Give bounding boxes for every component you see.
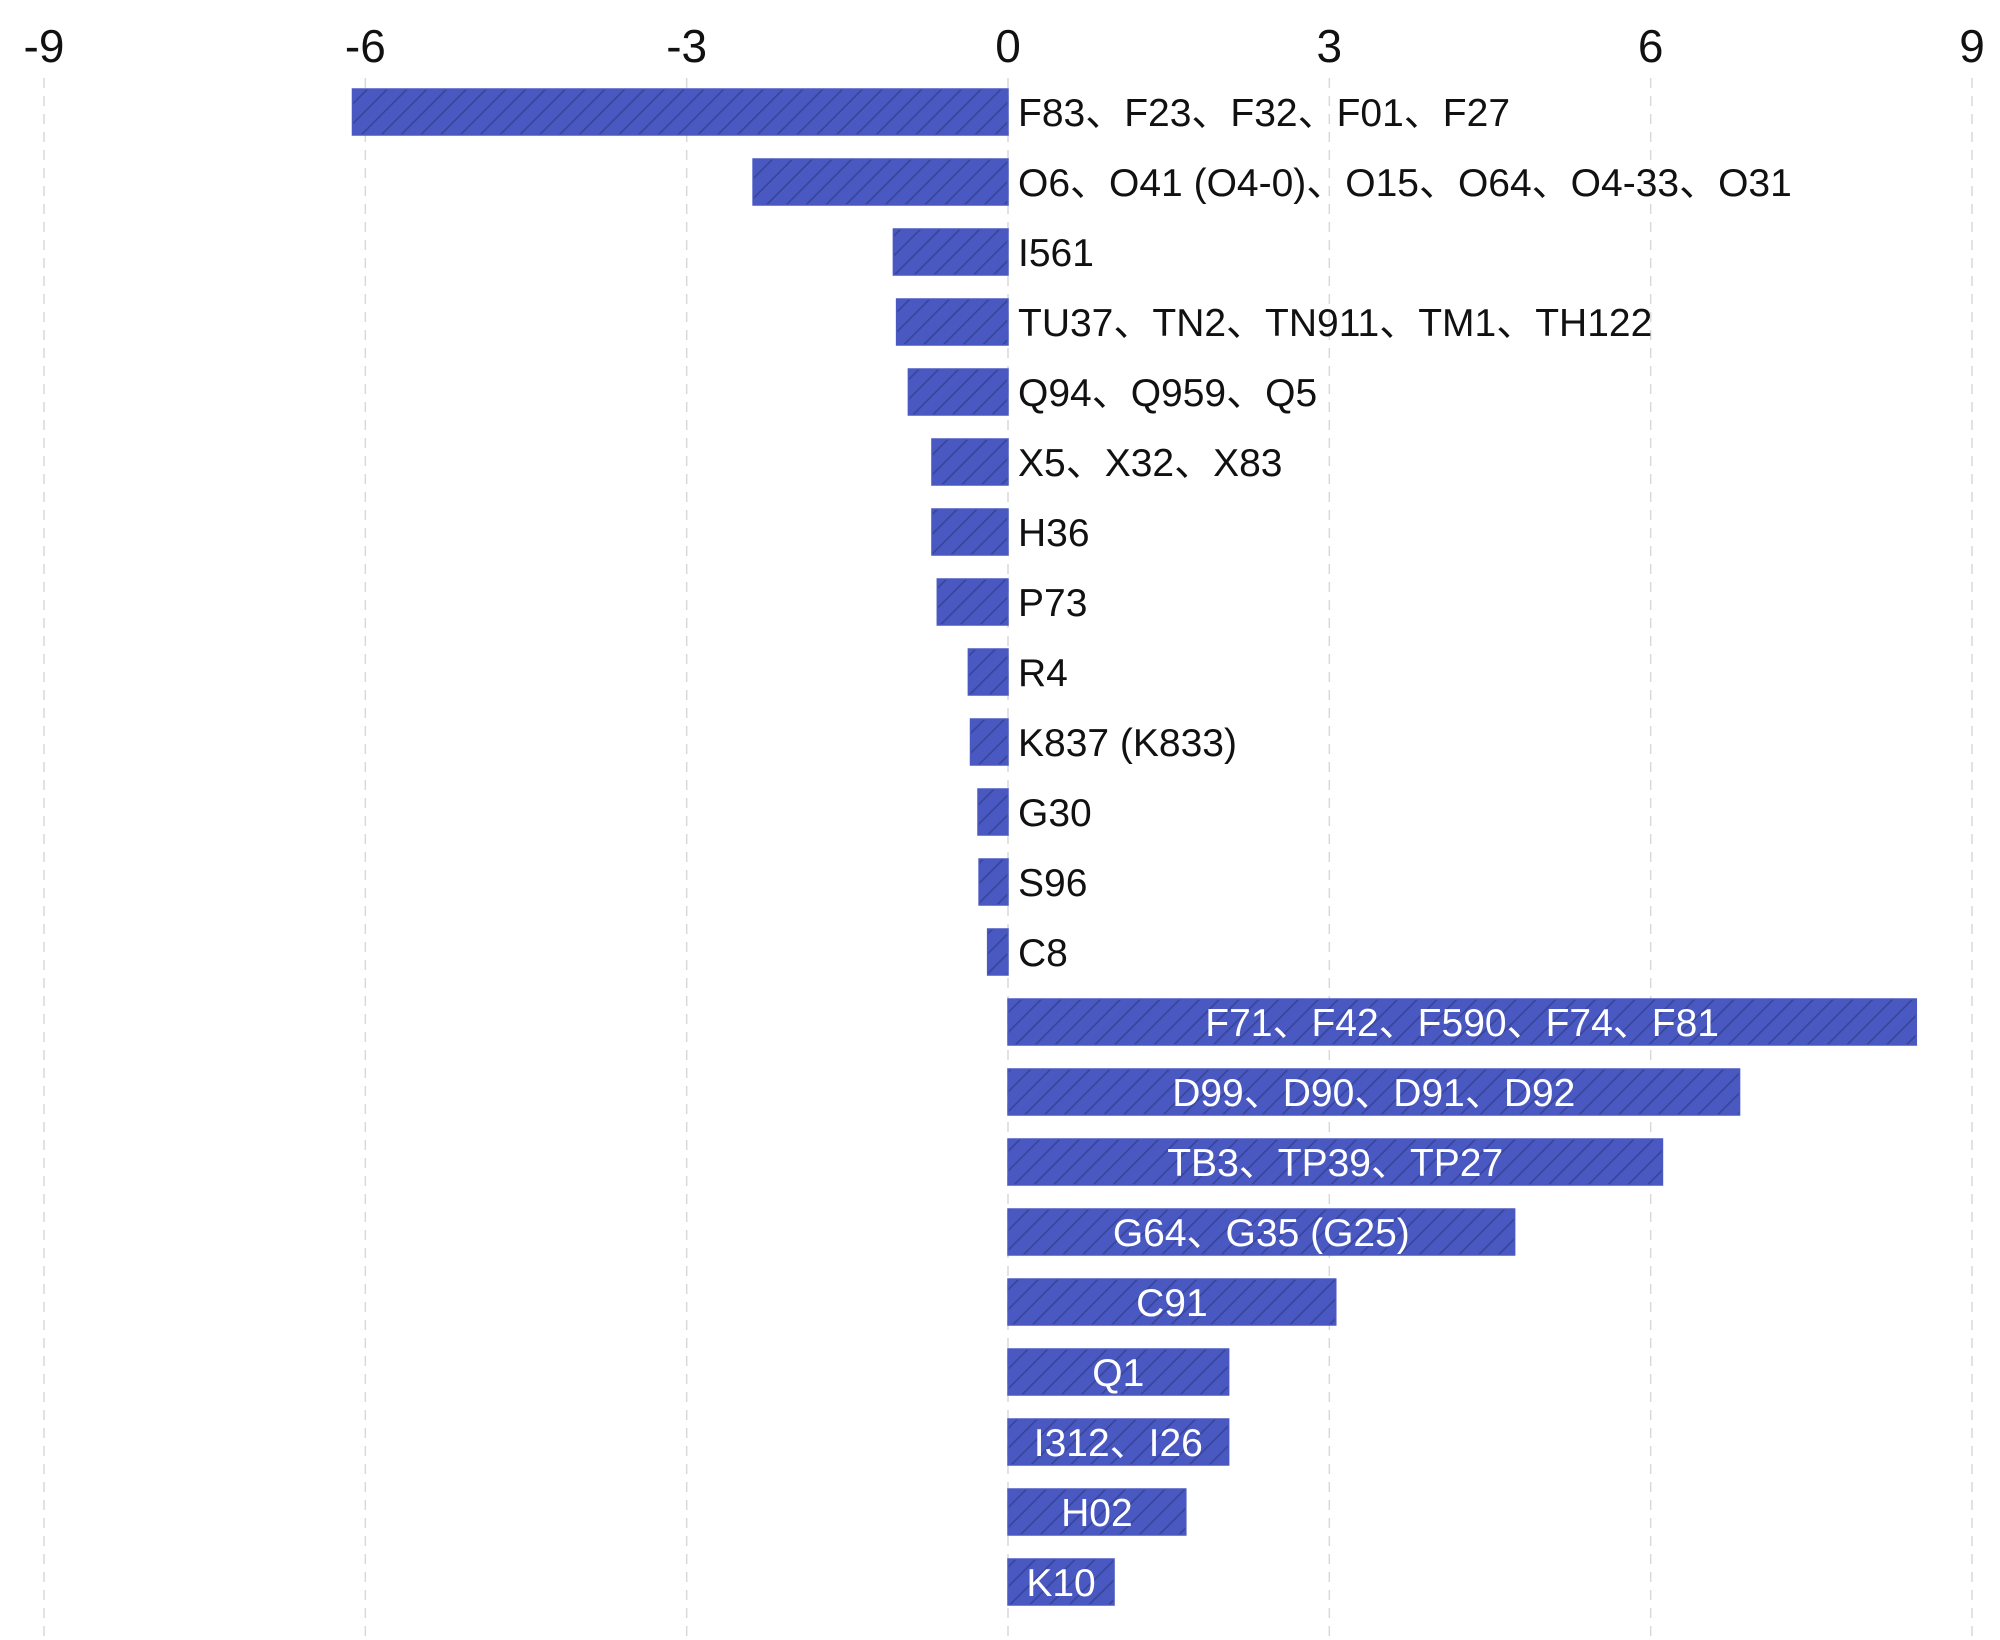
- bar: [351, 88, 1009, 136]
- x-tick-label: 9: [1959, 20, 1985, 72]
- bar-label: D99、D90、D91、D92: [1172, 1072, 1575, 1115]
- bar: [752, 158, 1009, 206]
- bar-label: C8: [1018, 932, 1068, 975]
- bar: [978, 858, 1009, 906]
- bar: [1007, 1418, 1230, 1466]
- bar: [1007, 1208, 1516, 1256]
- x-axis-ticks: -9 -6 -3 0 3 6 9: [24, 20, 1985, 72]
- bar: [1007, 1348, 1230, 1396]
- x-tick-label: -6: [345, 20, 386, 72]
- bar-label: O6、O41 (O4-0)、O15、O64、O4-33、O31: [1018, 162, 1792, 205]
- bar-label: K837 (K833): [1018, 722, 1237, 765]
- bar-label: TU37、TN2、TN911、TM1、TH122: [1018, 302, 1652, 345]
- bar-label: Q1: [1092, 1352, 1144, 1395]
- bar: [969, 718, 1009, 766]
- bar-label: F83、F23、F32、F01、F27: [1018, 92, 1510, 135]
- bar: [1007, 1558, 1115, 1606]
- bar-labels: F83、F23、F32、F01、F27 O6、O41 (O4-0)、O15、O64…: [1018, 92, 1792, 1605]
- x-tick-label: 0: [995, 20, 1021, 72]
- x-tick-label: -9: [24, 20, 65, 72]
- bar-label: K10: [1026, 1562, 1095, 1605]
- bar: [1007, 1138, 1664, 1186]
- bar-label: Q94、Q959、Q5: [1018, 372, 1317, 415]
- bar-label: G64、G35 (G25): [1113, 1212, 1410, 1255]
- bar: [986, 928, 1009, 976]
- bar: [1007, 1488, 1187, 1536]
- bar: [936, 578, 1009, 626]
- bar: [1007, 998, 1918, 1046]
- bar-label: H36: [1018, 512, 1090, 555]
- bar: [931, 438, 1009, 486]
- bars: [351, 88, 1918, 1606]
- bar-label: F71、F42、F590、F74、F81: [1205, 1002, 1719, 1045]
- bar-label: R4: [1018, 652, 1068, 695]
- bar: [895, 298, 1009, 346]
- bar-label: X5、X32、X83: [1018, 442, 1283, 485]
- bar: [931, 508, 1009, 556]
- bar-label: S96: [1018, 862, 1087, 905]
- bar-label: G30: [1018, 792, 1092, 835]
- x-tick-label: 3: [1317, 20, 1343, 72]
- bar-label: TB3、TP39、TP27: [1167, 1142, 1503, 1185]
- bar: [907, 368, 1009, 416]
- bar: [1007, 1068, 1741, 1116]
- bar: [892, 228, 1009, 276]
- bar: [977, 788, 1009, 836]
- bar-label: P73: [1018, 582, 1087, 625]
- bar-label: I561: [1018, 232, 1094, 275]
- bar: [967, 648, 1009, 696]
- bar-label: I312、I26: [1034, 1422, 1203, 1465]
- x-tick-label: -3: [666, 20, 707, 72]
- bar: [1007, 1278, 1337, 1326]
- bar-label: H02: [1061, 1492, 1133, 1535]
- bar-label: C91: [1136, 1282, 1208, 1325]
- x-tick-label: 6: [1638, 20, 1664, 72]
